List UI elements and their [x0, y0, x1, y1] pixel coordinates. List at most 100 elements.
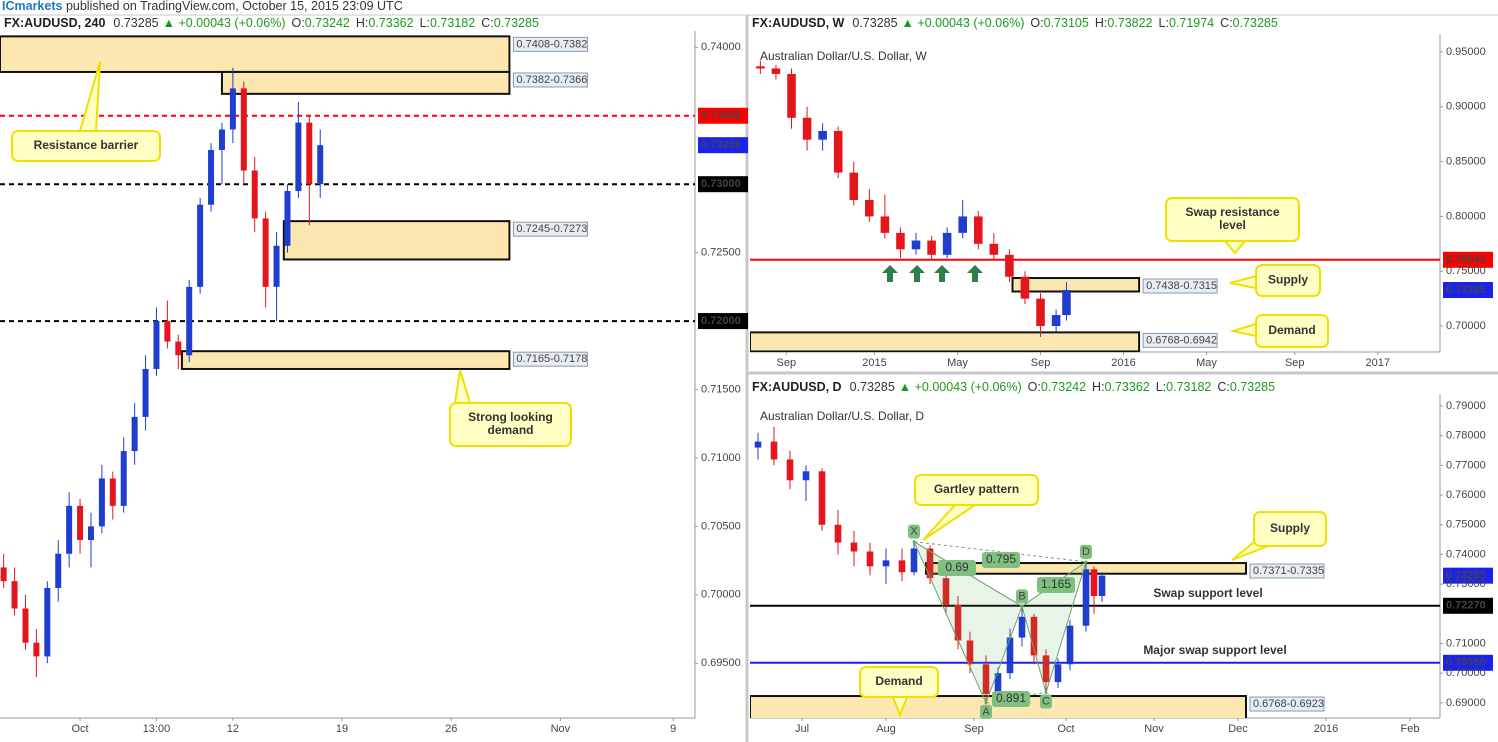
- zone: [180, 350, 511, 370]
- candle-body: [306, 122, 313, 185]
- y-tick-label: 0.80000: [1446, 210, 1486, 222]
- ohlc-value: 0.73242: [1041, 380, 1086, 394]
- candle-body: [850, 542, 858, 552]
- y-tick-label: 0.73000: [1446, 578, 1486, 590]
- candle-body: [954, 604, 962, 641]
- marker-arrow: [882, 265, 898, 282]
- candle-body: [77, 505, 84, 541]
- y-tick-label: 0.72500: [701, 247, 741, 259]
- y-tick-label: 0.76000: [1446, 489, 1486, 501]
- candle-body: [880, 216, 890, 233]
- brand: ICmarkets: [2, 0, 62, 13]
- zone-label-box: [512, 221, 588, 237]
- ohlc-value: 0.73285: [1233, 16, 1278, 30]
- ohlc-value: 0.73105: [1044, 16, 1089, 30]
- candle-body: [66, 505, 73, 554]
- pattern-point: [1084, 560, 1088, 564]
- pattern-point: [1044, 690, 1048, 694]
- candle-body: [958, 216, 967, 233]
- x-tick-label: Nov: [551, 723, 571, 735]
- zone: [220, 70, 511, 95]
- candle-body: [973, 216, 983, 244]
- price-badge: [1443, 597, 1493, 614]
- x-tick-label: May: [947, 357, 968, 369]
- price-badge: [1443, 654, 1493, 671]
- candle-body: [1090, 569, 1098, 596]
- last-price: 0.73285: [852, 16, 897, 30]
- ratio-label: 1.165: [1041, 577, 1071, 591]
- candle-body: [802, 471, 810, 481]
- callout: [449, 402, 572, 447]
- ohlc-label: C:: [1220, 16, 1233, 30]
- change: ▲ +0.00043 (+0.06%): [899, 380, 1022, 394]
- ratio-label: 0.795: [986, 552, 1016, 566]
- annotation: level: [1219, 218, 1246, 232]
- price-badge-label: 0.70350: [1446, 657, 1486, 669]
- zone-label: 0.7382-0.7366: [516, 74, 587, 86]
- candle-body: [175, 341, 182, 356]
- candle-body: [1030, 616, 1038, 656]
- price-badge-label: 0.73285: [701, 139, 741, 151]
- candle-body: [802, 117, 812, 140]
- candle-body: [1042, 655, 1050, 683]
- last-price: 0.73285: [113, 16, 158, 30]
- annotation: Swap support level: [1153, 586, 1262, 600]
- candle-body: [1098, 575, 1106, 596]
- candle-body: [33, 642, 40, 657]
- candle-body: [1036, 298, 1045, 327]
- pattern-point-label: A: [982, 706, 990, 718]
- symbol: FX:AUDUSD, W: [752, 16, 845, 30]
- annotation: Gartley pattern: [934, 482, 1019, 496]
- x-tick-label: 2016: [1314, 723, 1338, 735]
- candle-body: [833, 130, 843, 173]
- candle-body: [818, 471, 826, 525]
- zone-label-box: [1142, 278, 1218, 294]
- candle-body: [1018, 616, 1026, 638]
- ohlc-value: 0.73285: [494, 16, 539, 30]
- plot: [0, 35, 695, 677]
- candle-body: [818, 130, 827, 140]
- price-badge: [698, 137, 748, 154]
- price-badge-label: 0.73285: [1446, 284, 1486, 296]
- candle-body: [1006, 637, 1014, 674]
- zone: [1011, 277, 1141, 293]
- y-tick-label: 0.75000: [1446, 519, 1486, 531]
- publish-line: ICmarkets published on TradingView.com, …: [2, 0, 403, 13]
- price-badge-label: 0.73500: [701, 110, 741, 122]
- callout: [1255, 264, 1321, 297]
- zone-label-box: [1249, 563, 1325, 579]
- candle-body: [251, 170, 258, 219]
- pattern-point: [912, 540, 916, 544]
- candle-body: [834, 524, 842, 543]
- zone-label: 0.7371-0.7335: [1253, 565, 1324, 577]
- price-badge-label: 0.72270: [1446, 600, 1486, 612]
- candle-body: [22, 608, 29, 643]
- ohlc-value: 0.73182: [430, 16, 475, 30]
- candle-body: [1082, 569, 1090, 626]
- candle-body: [164, 321, 171, 342]
- pattern-point-box: [1016, 589, 1028, 604]
- x-tick-label: Oct: [1057, 723, 1074, 735]
- last-price: 0.73285: [850, 380, 895, 394]
- zone: [282, 220, 511, 261]
- candle-body: [1066, 625, 1074, 665]
- candle-body: [284, 191, 291, 246]
- x-tick-label: Sep: [1285, 357, 1305, 369]
- callout: [859, 666, 939, 698]
- ohlc-label: O:: [291, 16, 304, 30]
- candle-body: [0, 567, 7, 582]
- y-tick-label: 0.85000: [1446, 156, 1486, 168]
- watermark: Australian Dollar/U.S. Dollar, D: [760, 409, 924, 423]
- annotation: Strong looking: [468, 410, 553, 424]
- candle-body: [208, 149, 215, 205]
- chart-legend: FX:AUDUSD, D 0.73285 ▲ +0.00043 (+0.06%) O:…: [752, 380, 1275, 394]
- symbol: FX:AUDUSD, 240: [4, 16, 105, 30]
- marker-arrow: [909, 265, 925, 282]
- chart-legend: FX:AUDUSD, W 0.73285 ▲ +0.00043 (+0.06%) O:…: [752, 16, 1278, 30]
- ohlc-value: 0.71974: [1169, 16, 1214, 30]
- candle-body: [756, 66, 765, 69]
- ohlc-label: O:: [1028, 380, 1041, 394]
- candle-body: [87, 526, 94, 541]
